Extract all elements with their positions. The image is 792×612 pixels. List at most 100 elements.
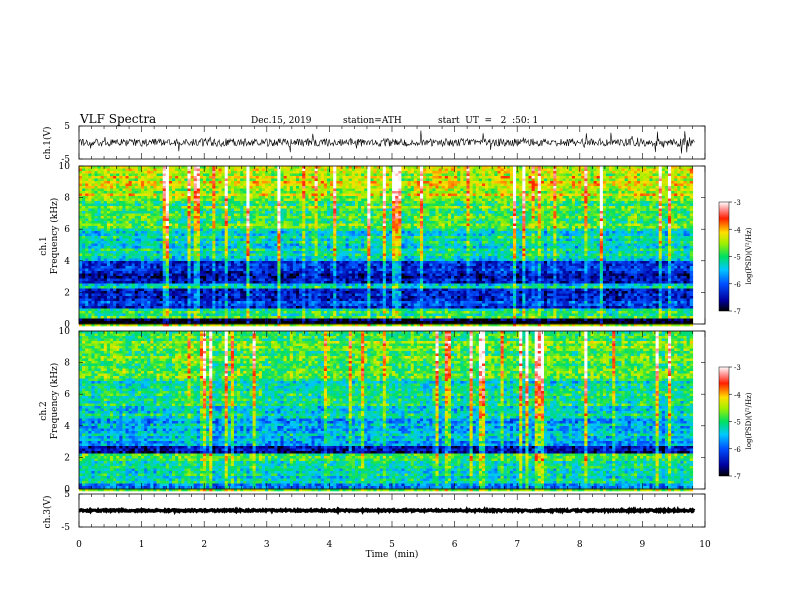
ch1-spectrogram-cell [119,169,122,172]
ch1-spectrogram-cell [494,174,497,177]
ch1-spectrogram-cell [374,204,377,207]
ch1-spectrogram-cell [116,186,119,189]
ch1-spectrogram-cell [296,191,299,194]
ch1-spectrogram-cell [225,179,228,182]
ch1-spectrogram-cell [569,166,572,169]
ch1-spectrogram-cell [231,169,234,172]
ch1-spectrogram-cell [169,229,172,232]
ch1-spectrogram-cell [560,221,563,224]
ch1-spectrogram-cell [157,186,160,189]
ch1-spectrogram-cell [132,221,135,224]
ch1-spectrogram-cell [467,204,470,207]
ch1-spectrogram-cell [225,211,228,214]
ch1-spectrogram-cell [361,174,364,177]
ch1-spectrogram-cell [680,196,683,199]
ch1-spectrogram-cell [336,184,339,187]
ch1-spectrogram-cell [268,216,271,219]
ch1-spectrogram-cell [541,204,544,207]
ch1-spectrogram-cell [460,199,463,202]
ch1-spectrogram-cell [222,224,225,227]
ch1-spectrogram-cell [414,171,417,174]
ch1-spectrogram-cell [355,186,358,189]
ch1-spectrogram-cell [203,224,206,227]
ch1-spectrogram-cell [302,226,305,229]
ch1-spectrogram-cell [302,214,305,217]
ch1-spectrogram-cell [646,221,649,224]
ch1-spectrogram-cell [197,201,200,204]
ch1-spectrogram-cell [634,171,637,174]
ch1-spectrogram-cell [513,194,516,197]
ch1-spectrogram-cell [426,174,429,177]
ch1-spectrogram-cell [172,186,175,189]
ch1-spectrogram-cell [631,209,634,212]
ch1-spectrogram-cell [383,206,386,209]
ch1-spectrogram-cell [544,206,547,209]
ch1-spectrogram-cell [467,201,470,204]
ch1-spectrogram-cell [160,226,163,229]
ch1-spectrogram-cell [259,186,262,189]
ch1-spectrogram-cell [259,226,262,229]
ch1-spectrogram-cell [488,219,491,222]
ch1-spectrogram-cell [231,204,234,207]
ch1-spectrogram-cell [423,216,426,219]
ch1-spectrogram-cell [339,204,342,207]
ch1-spectrogram-cell [392,184,395,187]
ch1-spectrogram-cell [653,166,656,169]
ch1-spectrogram-cell [538,171,541,174]
ch1-spectrogram-cell [327,179,330,182]
ch1-spectrogram-cell [563,204,566,207]
ch1-spectrogram-cell [498,191,501,194]
ch1-spectrogram-cell [643,169,646,172]
ch1-spectrogram-cell [504,211,507,214]
ch1-spectrogram-cell [246,209,249,212]
ch1-spectrogram-cell [302,166,305,169]
ch1-spectrogram-cell [352,171,355,174]
ch1-spectrogram-cell [343,204,346,207]
ch1-spectrogram-cell [184,206,187,209]
ch1-spectrogram-cell [321,211,324,214]
ch1-spectrogram-cell [423,176,426,179]
ch1-spectrogram-cell [463,206,466,209]
ch1-spectrogram-cell [457,179,460,182]
ch1-spectrogram-cell [525,176,528,179]
ch1-spectrogram-cell [519,181,522,184]
ch1-spectrogram-cell [634,176,637,179]
ch1-spectrogram-cell [277,179,280,182]
ch1-spectrogram-cell [364,226,367,229]
ch1-spectrogram-cell [228,189,231,192]
ch1-spectrogram-cell [600,166,603,169]
ch1-spectrogram-cell [662,181,665,184]
ch1-spectrogram-cell [181,219,184,222]
ch1-spectrogram-cell [197,211,200,214]
ch1-spectrogram-cell [333,174,336,177]
ch1-spectrogram-cell [405,226,408,229]
ch1-spectrogram-cell [448,226,451,229]
ch1-spectrogram-cell [225,221,228,224]
ch1-spectrogram-cell [532,224,535,227]
ch1-spectrogram-cell [538,204,541,207]
ch1-spectrogram-cell [358,224,361,227]
ch1-spectrogram-cell [398,214,401,217]
ch1-spectrogram-cell [405,196,408,199]
ch1-spectrogram-cell [308,204,311,207]
ch1-spectrogram-cell [231,221,234,224]
ch1-spectrogram-cell [206,226,209,229]
ch1-spectrogram-cell [219,176,222,179]
ch1-spectrogram-cell [516,216,519,219]
ch1-spectrogram-cell [597,209,600,212]
ch1-spectrogram-cell [144,179,147,182]
ch1-spectrogram-cell [253,174,256,177]
ch1-spectrogram-cell [358,174,361,177]
ch1-spectrogram-cell [448,214,451,217]
ch1-spectrogram-cell [324,206,327,209]
ch1-spectrogram-cell [225,171,228,174]
ch1-spectrogram-cell [547,174,550,177]
ch1-spectrogram-cell [522,184,525,187]
ch1-spectrogram-cell [603,211,606,214]
ch1-spectrogram-cell [578,201,581,204]
ch1-spectrogram-cell [470,191,473,194]
ch1-spectrogram-cell [690,184,693,187]
ch1-spectrogram-cell [302,179,305,182]
ch1-spectrogram-cell [538,206,541,209]
ch1-spectrogram-cell [584,186,587,189]
